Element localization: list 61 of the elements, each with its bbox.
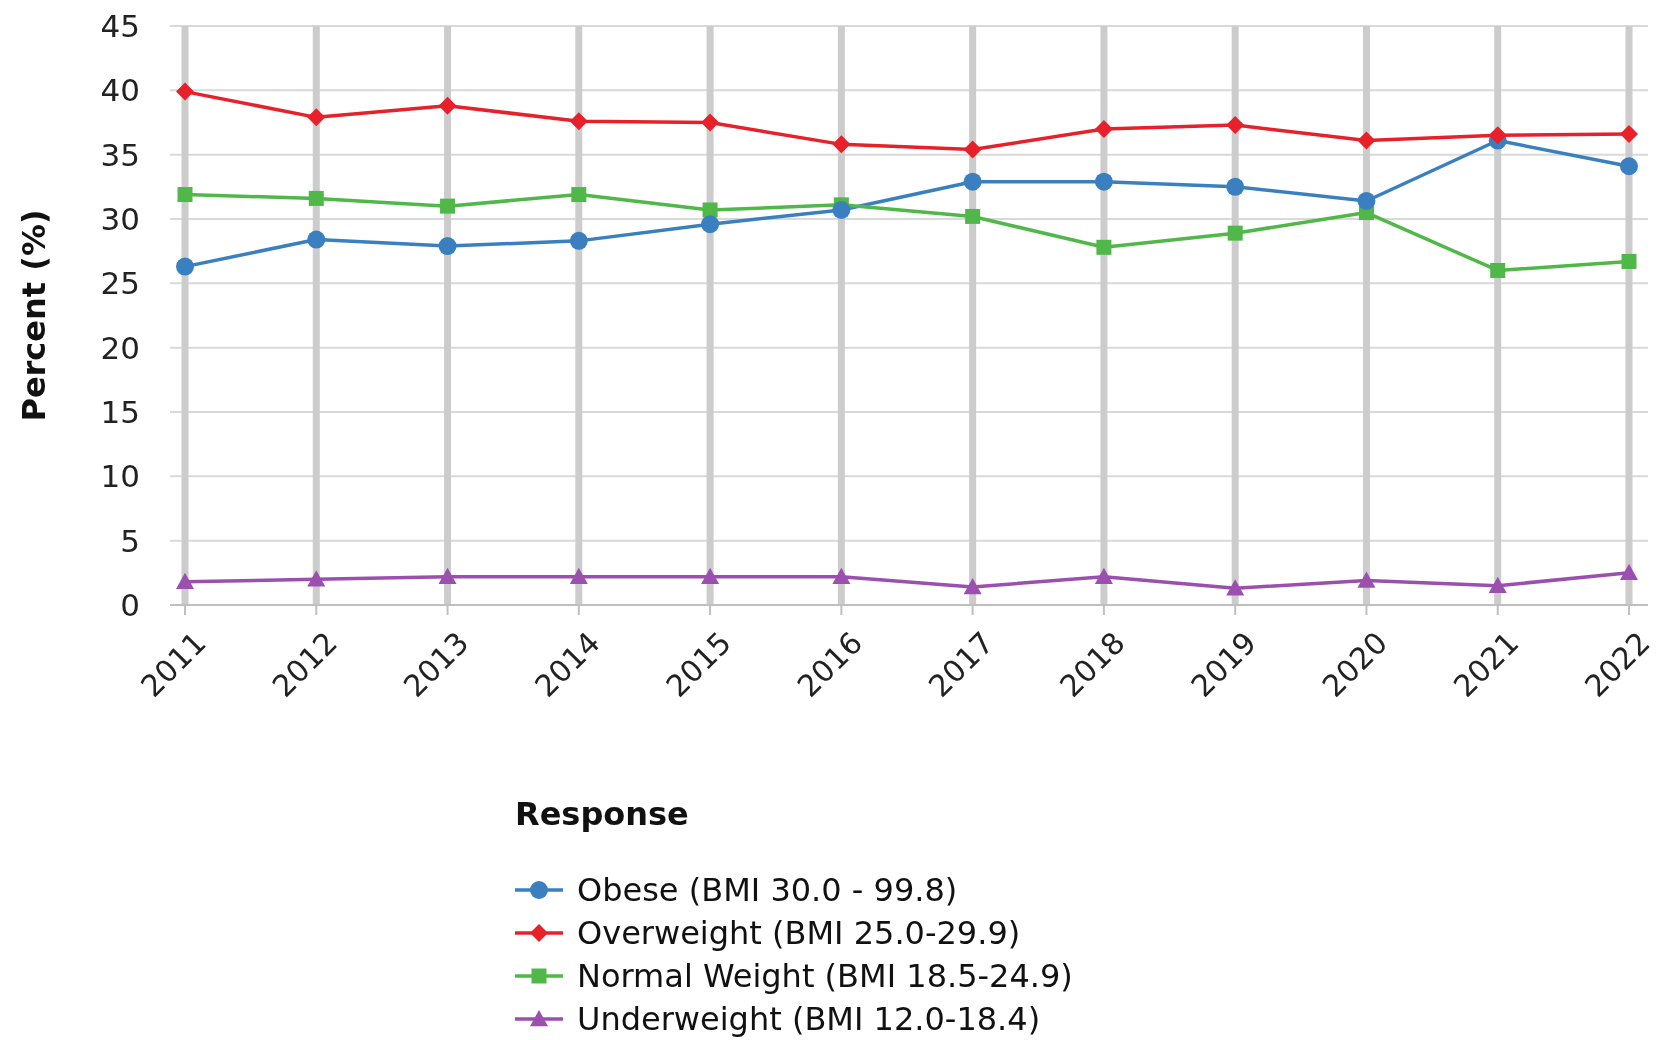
point	[701, 113, 720, 132]
point	[176, 257, 194, 276]
point	[832, 567, 851, 584]
y-tick-label: 40	[100, 72, 140, 109]
point	[701, 567, 720, 584]
y-tick-label: 10	[100, 458, 140, 495]
point	[569, 567, 588, 584]
point	[438, 237, 457, 256]
point	[1620, 563, 1638, 581]
point	[1226, 116, 1245, 135]
point	[963, 172, 982, 191]
y-tick-label: 45	[100, 7, 140, 44]
point	[177, 187, 193, 203]
point	[963, 577, 982, 595]
point	[1621, 253, 1637, 269]
point	[1488, 576, 1507, 593]
point	[1094, 172, 1113, 191]
point	[1226, 579, 1245, 596]
y-tick-label: 35	[100, 136, 140, 173]
point	[832, 135, 851, 154]
point	[832, 200, 851, 219]
point	[571, 187, 587, 203]
point	[1357, 131, 1376, 150]
point	[307, 108, 326, 127]
point	[1094, 567, 1113, 584]
y-tick-label: 15	[100, 393, 140, 430]
y-tick-label: 0	[120, 586, 140, 623]
legend-label: Normal Weight (BMI 18.5-24.9)	[577, 957, 1073, 996]
point	[569, 231, 588, 250]
y-axis-title: Percent (%)	[15, 209, 53, 422]
y-tick-label: 30	[100, 200, 140, 237]
point	[307, 230, 326, 249]
y-tick-label: 20	[100, 329, 140, 366]
point	[701, 215, 720, 234]
point	[1357, 571, 1376, 588]
legend-label: Underweight (BMI 12.0-18.4)	[577, 1000, 1041, 1039]
legend-label: Overweight (BMI 25.0-29.9)	[577, 914, 1021, 953]
point	[963, 140, 982, 159]
y-tick-label: 25	[100, 265, 140, 302]
point	[965, 208, 981, 224]
legend-label: Obese (BMI 30.0 - 99.8)	[577, 871, 958, 910]
point	[702, 202, 718, 218]
point	[176, 572, 194, 590]
point	[308, 190, 324, 206]
point	[1490, 262, 1506, 278]
point	[1357, 191, 1376, 210]
point	[1094, 119, 1113, 138]
point	[307, 570, 326, 587]
point	[1226, 177, 1245, 196]
point	[438, 567, 457, 584]
point	[176, 82, 194, 101]
point	[1488, 126, 1507, 145]
point	[1227, 225, 1243, 241]
point	[569, 112, 588, 131]
y-tick-label: 5	[120, 522, 140, 559]
point	[440, 198, 456, 214]
point	[1620, 157, 1638, 176]
point	[1620, 125, 1638, 144]
point	[1096, 239, 1112, 255]
legend-title: Response	[515, 795, 689, 833]
point	[438, 96, 457, 115]
